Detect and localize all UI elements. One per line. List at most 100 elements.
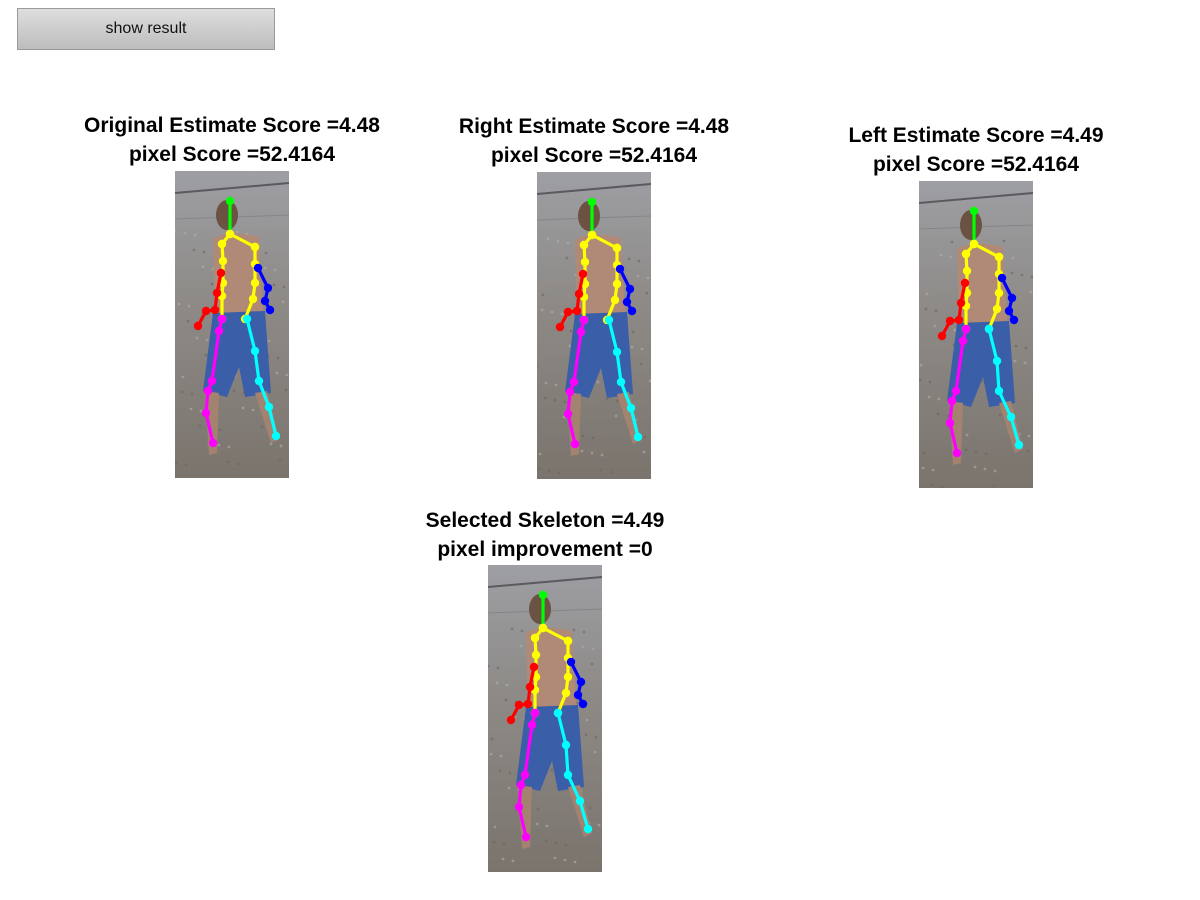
skeleton-joint — [969, 206, 979, 216]
skeleton-joint — [520, 770, 530, 780]
skeleton-joint — [612, 243, 622, 253]
skeleton-joint — [569, 377, 579, 387]
right-pixel-score: pixel Score =52.4164 — [490, 144, 698, 167]
skeleton-joint — [563, 409, 573, 419]
skeleton-joint — [216, 268, 226, 278]
skeleton-joint — [563, 636, 573, 646]
right-estimate-image — [537, 172, 651, 479]
skeleton-joint — [525, 682, 535, 692]
skeleton-joint — [265, 305, 275, 315]
skeleton-joint — [563, 672, 573, 682]
skeleton-joint — [612, 279, 622, 289]
right-estimate-score: Right Estimate Score =4.48 — [458, 115, 730, 138]
skeleton-joint — [527, 720, 537, 730]
skeleton-joint — [248, 294, 258, 304]
left-pixel-score: pixel Score =52.4164 — [872, 153, 1080, 176]
skeleton-joint — [250, 278, 260, 288]
selected-skeleton-title: Selected Skeleton =4.49 pixel improvemen… — [426, 506, 665, 564]
skeleton-joint — [994, 386, 1004, 396]
skeleton-joint — [575, 796, 585, 806]
skeleton-left-arm-limb — [1000, 276, 1016, 322]
skeleton-joint — [960, 278, 970, 288]
left-estimate-title: Left Estimate Score =4.49 pixel Score =5… — [848, 121, 1103, 179]
skeleton-joint — [626, 403, 636, 413]
skeleton-joint — [530, 633, 540, 643]
beach-photo — [488, 565, 602, 872]
skeleton-joint — [962, 266, 972, 276]
skeleton-joint — [263, 283, 273, 293]
skeleton-joint — [553, 708, 563, 718]
skeleton-joint — [937, 331, 947, 341]
skeleton-joint — [193, 321, 203, 331]
skeleton-joint — [201, 306, 211, 316]
skeleton-joint — [218, 256, 228, 266]
skeleton-joint — [521, 832, 531, 842]
skeleton-joint — [952, 448, 962, 458]
skeleton-joint — [529, 662, 539, 672]
skeleton-joint — [984, 324, 994, 334]
skeleton-joint — [530, 708, 540, 718]
original-estimate-title: Original Estimate Score =4.48 pixel Scor… — [84, 111, 380, 169]
skeleton-joint — [250, 242, 260, 252]
skeleton-joint — [1007, 293, 1017, 303]
skeleton-joint — [563, 307, 573, 317]
skeleton-joint — [242, 314, 252, 324]
skeleton-joint — [225, 196, 235, 206]
skeleton-joint — [201, 408, 211, 418]
skeleton-torso-limb — [972, 242, 1001, 259]
skeleton-joint — [253, 263, 263, 273]
skeleton-joint — [208, 438, 218, 448]
skeleton-joint — [1004, 306, 1014, 316]
skeleton-torso-limb — [228, 232, 257, 249]
skeleton-joint — [579, 315, 589, 325]
skeleton-joint — [225, 229, 235, 239]
skeleton-joint — [997, 273, 1007, 283]
skeleton-joint — [271, 431, 281, 441]
skeleton-joint — [264, 402, 274, 412]
skeleton-joint — [945, 316, 955, 326]
skeleton-joint — [958, 336, 968, 346]
original-pixel-score: pixel Score =52.4164 — [128, 143, 336, 166]
skeleton-joint — [583, 824, 593, 834]
skeleton-joint — [625, 284, 635, 294]
skeleton-joint — [604, 315, 614, 325]
beach-photo — [175, 171, 289, 478]
skeleton-joint — [538, 623, 548, 633]
skeleton-joint — [523, 699, 533, 709]
skeleton-joint — [969, 239, 979, 249]
skeleton-joint — [945, 418, 955, 428]
beach-photo — [537, 172, 651, 479]
skeleton-joint — [514, 802, 524, 812]
skeleton-joint — [210, 305, 220, 315]
selected-skeleton-image — [488, 565, 602, 872]
skeleton-joint — [994, 252, 1004, 262]
skeleton-joint — [951, 386, 961, 396]
skeleton-joint — [627, 306, 637, 316]
skeleton-joint — [506, 715, 516, 725]
skeleton-joint — [961, 249, 971, 259]
skeleton-joint — [570, 439, 580, 449]
skeleton-joint — [531, 650, 541, 660]
skeleton-left-arm-limb — [569, 660, 585, 706]
skeleton-joint — [565, 387, 575, 397]
skeleton-joint — [615, 264, 625, 274]
skeleton-joint — [203, 386, 213, 396]
skeleton-joint — [587, 230, 597, 240]
skeleton-joint — [260, 296, 270, 306]
original-estimate-score: Original Estimate Score =4.48 — [84, 114, 380, 137]
right-estimate-title: Right Estimate Score =4.48 pixel Score =… — [459, 112, 729, 170]
skeleton-joint — [207, 376, 217, 386]
skeleton-joint — [579, 240, 589, 250]
pixel-improvement: pixel improvement =0 — [437, 538, 653, 561]
skeleton-torso-limb — [541, 626, 570, 643]
skeleton-joint — [217, 239, 227, 249]
skeleton-joint — [214, 326, 224, 336]
skeleton-left-arm-limb — [256, 266, 272, 312]
skeleton-joint — [612, 347, 622, 357]
skeleton-joint — [587, 197, 597, 207]
skeleton-joint — [956, 298, 966, 308]
left-estimate-score: Left Estimate Score =4.49 — [848, 124, 1104, 147]
skeleton-joint — [633, 432, 643, 442]
show-result-button[interactable]: show result — [17, 8, 275, 50]
skeleton-torso-limb — [590, 233, 619, 250]
